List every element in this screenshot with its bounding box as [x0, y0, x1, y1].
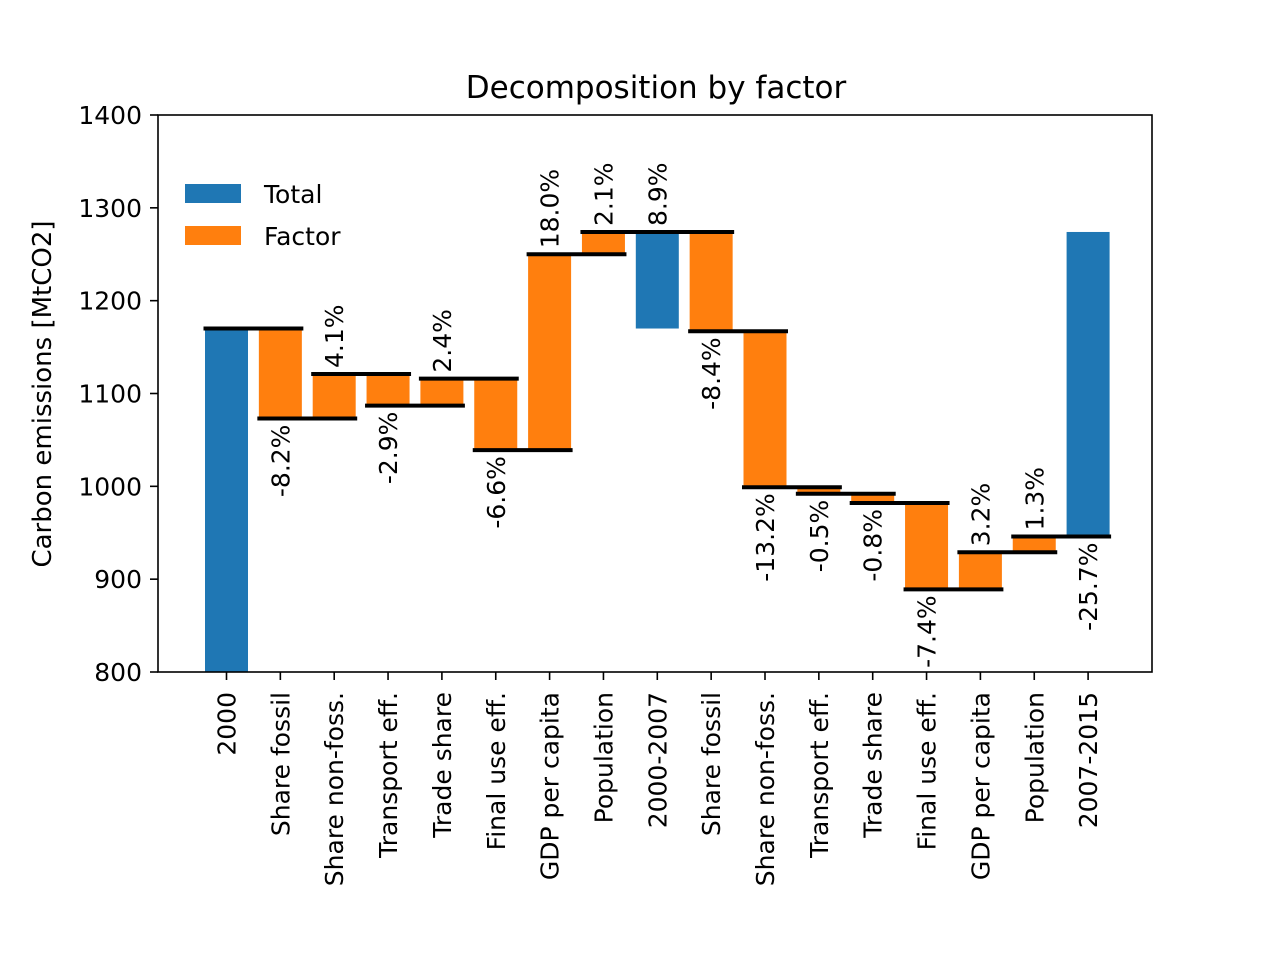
factor-bar-7	[581, 231, 625, 255]
bar-value-label-4: 2.4%	[428, 309, 457, 373]
bar-value-label-6: 18.0%	[536, 169, 565, 248]
factor-bar-5	[474, 378, 518, 451]
factor-bar-11	[797, 487, 841, 494]
x-tick-label-4: Trade share	[428, 692, 457, 839]
x-tick-label-14: GDP per capita	[966, 692, 995, 880]
bar-value-label-12: -0.8%	[859, 509, 888, 582]
factor-bar-10	[743, 331, 787, 488]
y-tick-label-4: 1200	[78, 287, 142, 316]
x-tick-label-6: GDP per capita	[536, 692, 565, 880]
x-tick-label-8: 2000-2007	[643, 692, 672, 828]
x-tick-label-9: Share fossil	[697, 692, 726, 836]
bar-value-label-15: 1.3%	[1020, 467, 1049, 531]
bar-value-label-2: 4.1%	[320, 304, 349, 368]
x-tick-label-13: Final use eff.	[913, 692, 942, 850]
bar-value-label-3: -2.9%	[374, 412, 403, 485]
x-tick-label-12: Trade share	[859, 692, 888, 839]
y-tick-label-5: 1300	[78, 194, 142, 223]
value-labels-layer: -8.2% 4.1% -2.9% 2.4% -6.6% 18.0% 2.1% 8.9% -8.4…	[266, 162, 1103, 667]
legend-label-factor: Factor	[264, 222, 341, 251]
bar-value-label-8: 8.9%	[643, 162, 672, 226]
factor-bar-1	[258, 328, 302, 419]
x-tick-label-15: Population	[1020, 692, 1049, 823]
x-tick-label-2: Share non-foss.	[320, 692, 349, 886]
y-axis-label: Carbon emissions [MtCO2]	[28, 220, 58, 567]
bar-value-label-7: 2.1%	[589, 162, 618, 226]
bar-value-label-5: -6.6%	[482, 456, 511, 529]
factor-bar-2	[312, 374, 356, 419]
x-tick-label-7: Population	[589, 692, 618, 823]
factor-bar-6	[528, 254, 572, 451]
x-axis: 2000 Share fossil Share non-foss. Transport…	[213, 672, 1103, 886]
bar-value-label-9: -8.4%	[697, 337, 726, 410]
bar-value-label-1: -8.2%	[266, 425, 295, 498]
x-tick-label-10: Share non-foss.	[751, 692, 780, 886]
bar-value-label-16: -25.7%	[1074, 542, 1103, 630]
legend-label-total: Total	[263, 180, 322, 209]
factor-bar-9	[689, 231, 733, 332]
legend: Total Factor	[185, 180, 341, 251]
factor-bar-13	[905, 503, 949, 590]
x-tick-label-5: Final use eff.	[482, 692, 511, 850]
total-bar-16	[1066, 231, 1110, 537]
legend-swatch-total	[185, 184, 241, 203]
y-tick-label-1: 900	[94, 565, 142, 594]
factor-bar-3	[366, 374, 410, 406]
bars-layer	[205, 231, 1110, 672]
x-tick-label-0: 2000	[213, 692, 242, 756]
x-tick-label-1: Share fossil	[266, 692, 295, 836]
y-tick-label-6: 1400	[78, 101, 142, 130]
bar-value-label-11: -0.5%	[805, 500, 834, 573]
connectors-layer	[203, 229, 1112, 592]
x-tick-label-3: Transport eff.	[374, 692, 403, 859]
y-tick-label-0: 800	[94, 658, 142, 687]
y-axis: 800 900 1000 1100 1200 1300 1400	[78, 101, 158, 687]
x-tick-label-11: Transport eff.	[805, 692, 834, 859]
chart-title: Decomposition by factor	[466, 70, 847, 106]
x-tick-label-16: 2007-2015	[1074, 692, 1103, 828]
legend-swatch-factor	[185, 226, 241, 245]
y-tick-label-3: 1100	[78, 380, 142, 409]
factor-bar-4	[420, 378, 464, 406]
total-bar-0	[205, 328, 248, 672]
y-tick-label-2: 1000	[78, 472, 142, 501]
bar-value-label-13: -7.4%	[913, 595, 942, 668]
factor-bar-15	[1012, 536, 1056, 553]
total-bar-8	[635, 231, 679, 329]
factor-bar-14	[958, 552, 1002, 590]
bar-value-label-10: -13.2%	[751, 493, 780, 581]
bar-value-label-14: 3.2%	[966, 483, 995, 547]
factor-bar-12	[851, 493, 895, 504]
